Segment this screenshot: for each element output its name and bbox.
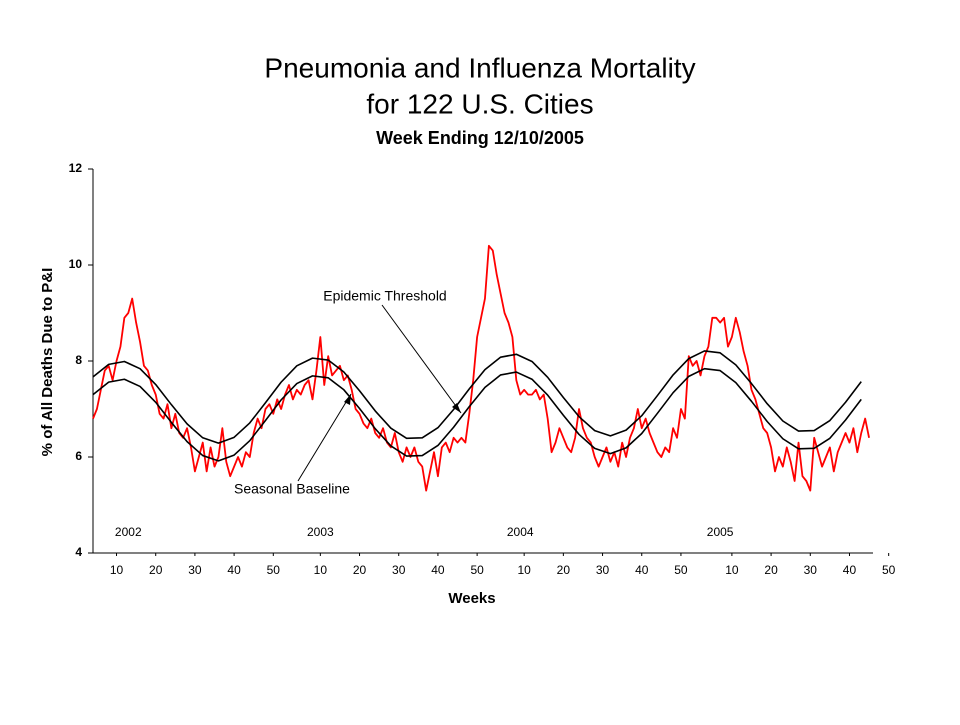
year-label: 2002	[115, 525, 142, 539]
annotation: Epidemic Threshold	[323, 288, 446, 304]
annotation: Seasonal Baseline	[234, 481, 350, 497]
arrow-head	[452, 403, 461, 413]
x-tick-label: 40	[635, 563, 649, 577]
x-tick-label: 40	[843, 563, 857, 577]
x-tick-label: 30	[392, 563, 406, 577]
annotation-arrow	[297, 393, 352, 482]
x-tick-label: 40	[431, 563, 445, 577]
x-tick-label: 50	[470, 563, 484, 577]
data-line	[92, 244, 870, 492]
x-tick-label: 50	[882, 563, 896, 577]
x-tick-label: 20	[764, 563, 778, 577]
x-tick-label: 10	[517, 563, 531, 577]
y-tick-label: 8	[75, 353, 82, 367]
y-tick-label: 10	[69, 257, 83, 271]
x-tick-label: 30	[804, 563, 818, 577]
chart-title: for 122 U.S. Cities	[366, 88, 593, 119]
x-tick-label: 10	[725, 563, 739, 577]
year-label: 2003	[307, 525, 334, 539]
x-tick-label: 30	[188, 563, 202, 577]
year-label: 2004	[507, 525, 534, 539]
y-tick-label: 12	[69, 161, 83, 175]
y-tick-label: 6	[75, 449, 82, 463]
x-tick-label: 30	[596, 563, 610, 577]
year-label: 2005	[707, 525, 734, 539]
chart-title: Pneumonia and Influenza Mortality	[264, 52, 695, 83]
x-tick-label: 20	[149, 563, 163, 577]
x-tick-label: 20	[353, 563, 367, 577]
y-tick-label: 4	[75, 545, 82, 559]
x-tick-label: 20	[557, 563, 571, 577]
x-tick-label: 50	[674, 563, 688, 577]
annotation-arrow	[381, 304, 462, 414]
x-tick-label: 10	[314, 563, 328, 577]
chart-subtitle: Week Ending 12/10/2005	[376, 128, 584, 148]
x-axis-label: Weeks	[448, 590, 495, 607]
threshold-line	[92, 367, 862, 462]
x-tick-label: 10	[110, 563, 124, 577]
y-axis-label: % of All Deaths Due to P&I	[39, 268, 56, 457]
x-tick-label: 40	[227, 563, 241, 577]
x-tick-label: 50	[267, 563, 281, 577]
threshold-line	[92, 350, 862, 444]
